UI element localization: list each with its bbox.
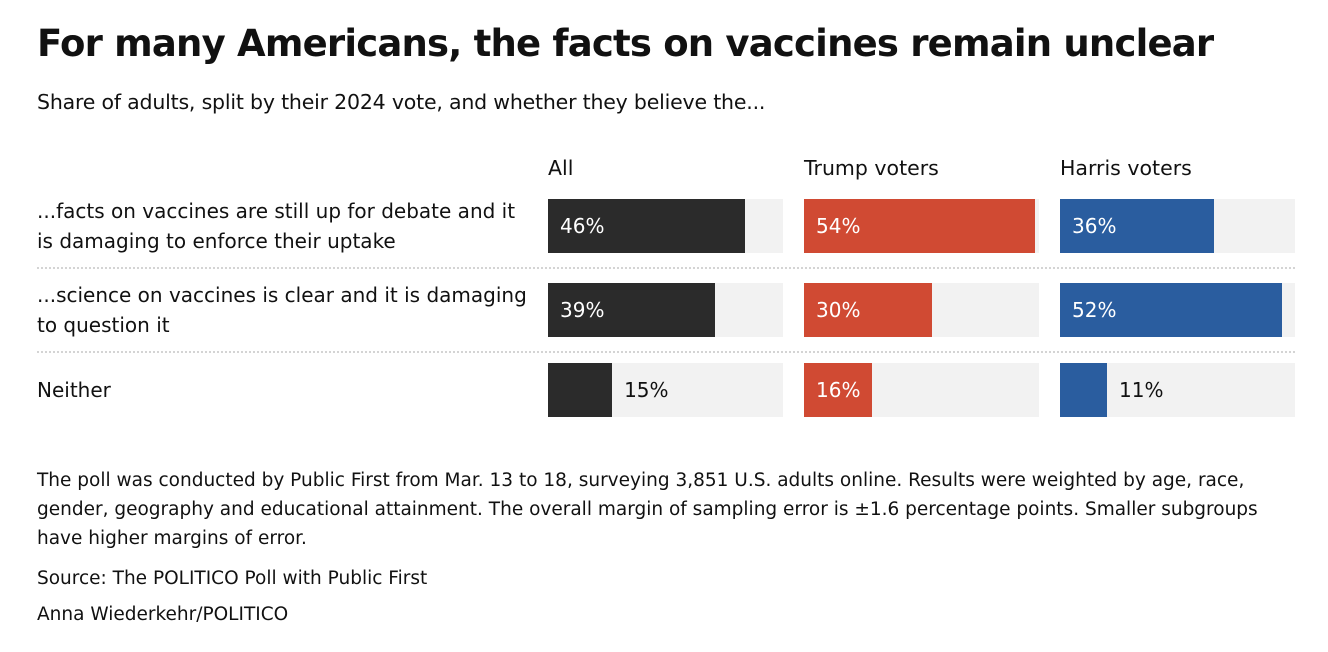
bar-harris-row1 — [1060, 199, 1214, 253]
data-label: 54% — [816, 214, 861, 238]
credit-line: Anna Wiederkehr/POLITICO — [37, 604, 289, 625]
data-label: 52% — [1072, 298, 1117, 322]
data-label: 39% — [560, 298, 605, 322]
bar-trump-row3 — [804, 363, 873, 417]
data-label: 46% — [560, 214, 605, 238]
source-line: Source: The POLITICO Poll with Public Fi… — [37, 568, 428, 589]
row-label-clear: ...science on vaccines is clear and it i… — [37, 283, 527, 337]
data-label: 36% — [1072, 214, 1117, 238]
data-label: 15% — [624, 378, 669, 402]
column-header-all: All — [548, 156, 574, 180]
column-header-harris: Harris voters — [1060, 156, 1192, 180]
bar-all-row3 — [548, 363, 613, 417]
bar-track-trump: 16% — [804, 363, 1039, 417]
row-separator — [37, 267, 1295, 269]
bar-all-row1 — [548, 199, 745, 253]
bar-track-all: 39% — [548, 283, 783, 337]
bar-trump-row2 — [804, 283, 933, 337]
bar-track-trump: 54% — [804, 199, 1039, 253]
row-label-neither: Neither — [37, 378, 111, 402]
bar-track-all: 15% — [548, 363, 783, 417]
methodology-note: The poll was conducted by Public First f… — [37, 470, 1258, 549]
column-header-trump: Trump voters — [804, 156, 939, 180]
data-label: 30% — [816, 298, 861, 322]
bar-trump-row1 — [804, 199, 1035, 253]
bar-harris-row2 — [1060, 283, 1283, 337]
chart-subtitle: Share of adults, split by their 2024 vot… — [37, 90, 766, 114]
row-separator — [37, 351, 1295, 353]
bar-track-harris: 11% — [1060, 363, 1295, 417]
bar-track-trump: 30% — [804, 283, 1039, 337]
bar-harris-row3 — [1060, 363, 1107, 417]
bar-track-harris: 36% — [1060, 199, 1295, 253]
row-label-debate: ...facts on vaccines are still up for de… — [37, 199, 516, 253]
data-label: 16% — [816, 378, 861, 402]
bar-track-harris: 52% — [1060, 283, 1295, 337]
data-label: 11% — [1119, 378, 1164, 402]
chart-title: For many Americans, the facts on vaccine… — [37, 22, 1214, 65]
bar-all-row2 — [548, 283, 715, 337]
bar-track-all: 46% — [548, 199, 783, 253]
